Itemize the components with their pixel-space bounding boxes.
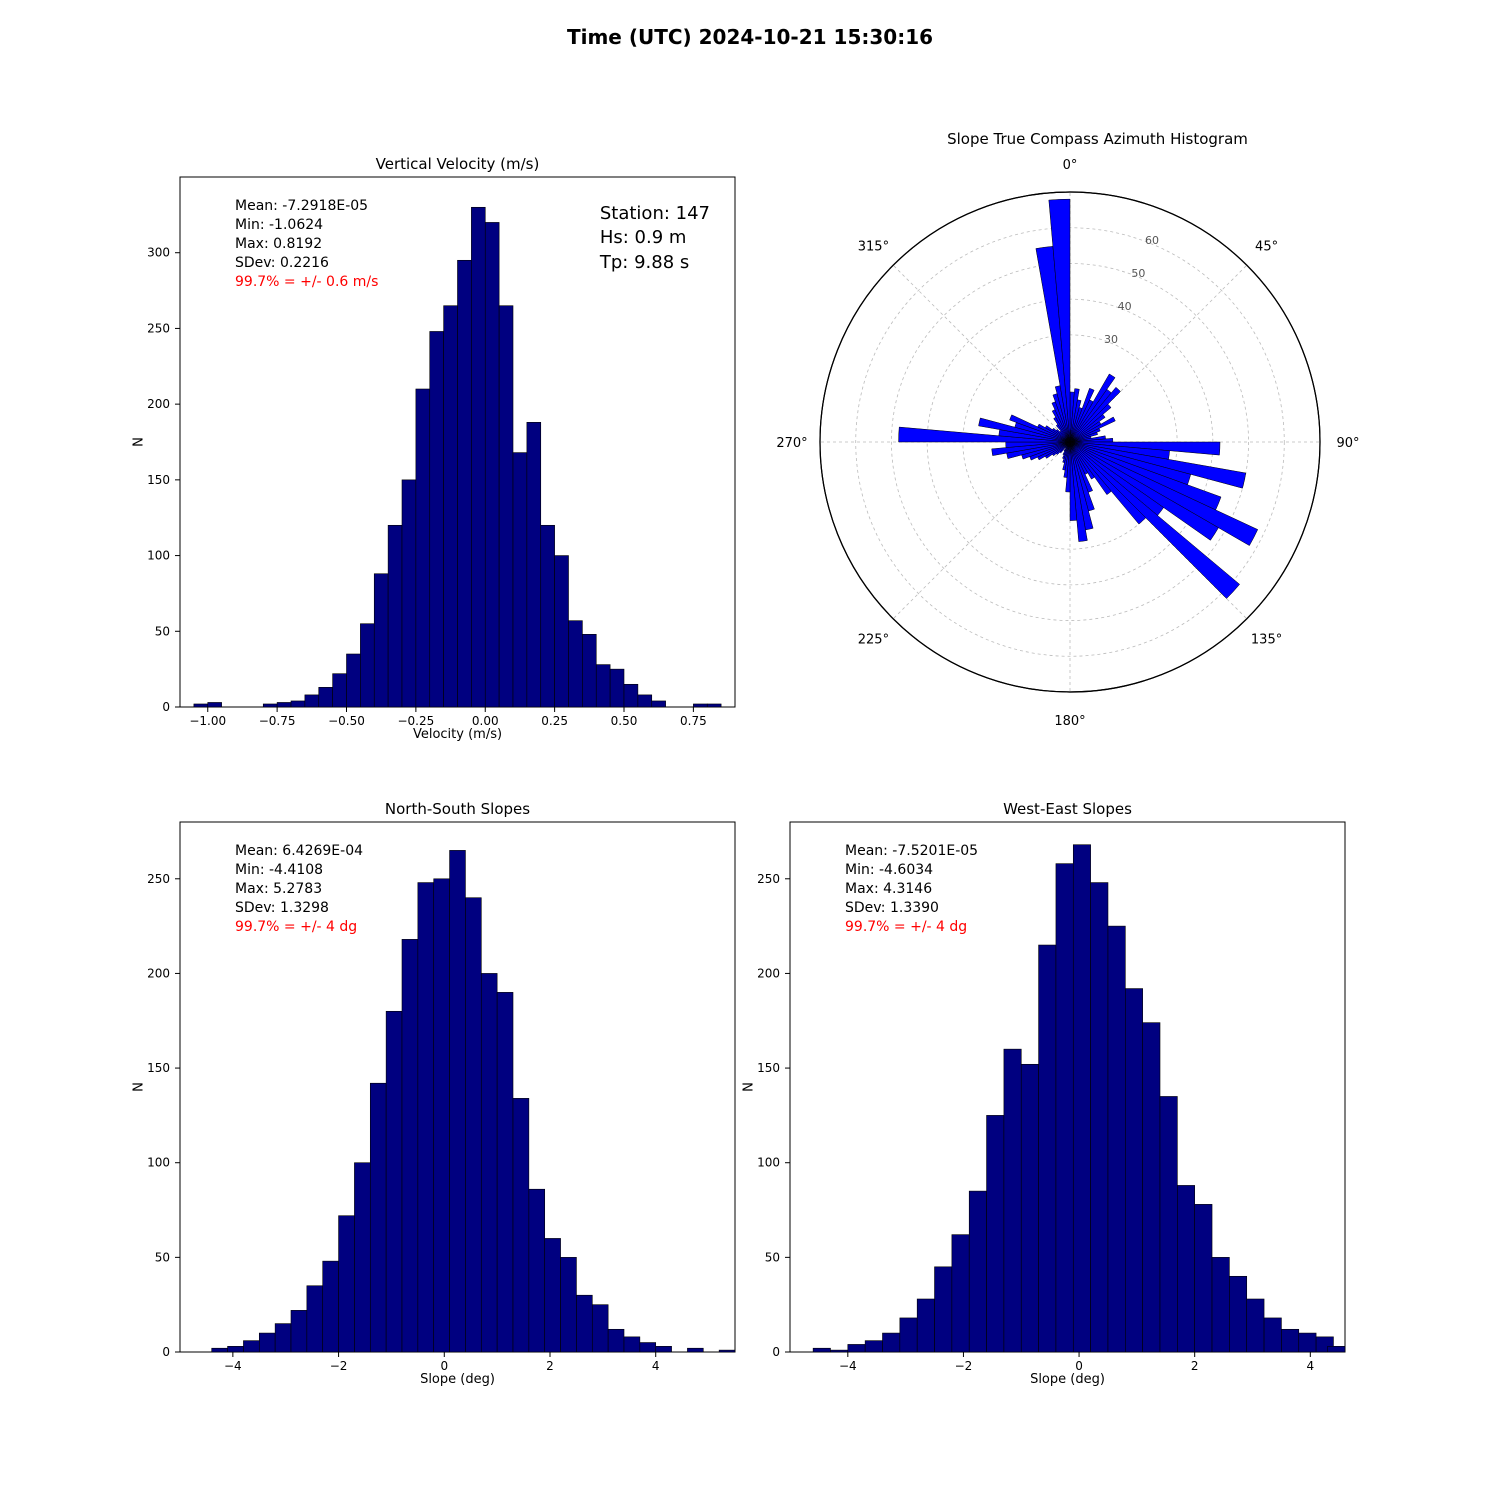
panel-we-slopes: West-East Slopes −4−2024050100150200250 … xyxy=(790,800,1345,1387)
svg-text:150: 150 xyxy=(147,473,170,487)
panel-vertical-velocity: Vertical Velocity (m/s) −1.00 −0.75 −0.50 −… xyxy=(180,155,735,742)
svg-text:200: 200 xyxy=(147,966,170,980)
figure-suptitle: Time (UTC) 2024-10-21 15:30:16 xyxy=(0,25,1500,49)
svg-text:50: 50 xyxy=(1131,267,1145,280)
svg-text:180°: 180° xyxy=(1054,714,1085,729)
x-axis-label: Slope (deg) xyxy=(180,1372,735,1387)
x-axis-label: Slope (deg) xyxy=(790,1372,1345,1387)
figure: Time (UTC) 2024-10-21 15:30:16 Vertical … xyxy=(0,0,1500,1500)
svg-text:0: 0 xyxy=(162,700,170,714)
panel-ns-slopes: North-South Slopes −4−202405010015020025… xyxy=(180,800,735,1387)
svg-text:250: 250 xyxy=(147,321,170,335)
stat-max: Max: 0.8192 xyxy=(235,236,322,252)
polar-histogram: 304050600°45°90°135°180°225°270°315° xyxy=(790,152,1410,742)
svg-text:0°: 0° xyxy=(1063,158,1078,173)
panel-title: North-South Slopes xyxy=(180,800,735,818)
svg-text:100: 100 xyxy=(757,1156,780,1170)
stat-max: Max: 4.3146 xyxy=(845,881,932,897)
svg-text:0.00: 0.00 xyxy=(472,714,499,728)
stat-sdev: SDev: 1.3298 xyxy=(235,900,329,916)
svg-text:2: 2 xyxy=(546,1359,554,1373)
svg-text:0: 0 xyxy=(1075,1359,1083,1373)
svg-text:200: 200 xyxy=(147,397,170,411)
svg-text:45°: 45° xyxy=(1255,239,1278,254)
stat-mean: Mean: -7.5201E-05 xyxy=(845,843,978,859)
panel-polar-azimuth: Slope True Compass Azimuth Histogram 30 4… xyxy=(790,130,1405,742)
svg-text:−0.25: −0.25 xyxy=(397,714,434,728)
svg-text:300: 300 xyxy=(147,246,170,260)
panel-title: West-East Slopes xyxy=(790,800,1345,818)
stat-3sigma: 99.7% = +/- 4 dg xyxy=(235,919,357,935)
stat-min: Min: -4.6034 xyxy=(845,862,933,878)
stats-box-vv: Mean: -7.2918E-05 Min: -1.0624 Max: 0.81… xyxy=(235,197,378,291)
svg-text:−2: −2 xyxy=(330,1359,348,1373)
svg-text:100: 100 xyxy=(147,549,170,563)
svg-text:150: 150 xyxy=(757,1061,780,1075)
svg-text:225°: 225° xyxy=(858,633,889,648)
svg-text:−1.00: −1.00 xyxy=(189,714,226,728)
x-axis-label: Velocity (m/s) xyxy=(180,727,735,742)
stat-3sigma: 99.7% = +/- 4 dg xyxy=(845,919,967,935)
svg-text:−4: −4 xyxy=(839,1359,857,1373)
stat-mean: Mean: -7.2918E-05 xyxy=(235,198,368,214)
station-id: Station: 147 xyxy=(600,203,710,224)
stat-sdev: SDev: 1.3390 xyxy=(845,900,939,916)
svg-text:200: 200 xyxy=(757,966,780,980)
stat-min: Min: -4.4108 xyxy=(235,862,323,878)
svg-text:150: 150 xyxy=(147,1061,170,1075)
stat-max: Max: 5.2783 xyxy=(235,881,322,897)
svg-text:−2: −2 xyxy=(955,1359,973,1373)
svg-text:50: 50 xyxy=(155,624,170,638)
stat-min: Min: -1.0624 xyxy=(235,217,323,233)
svg-text:0.25: 0.25 xyxy=(541,714,568,728)
svg-text:0: 0 xyxy=(772,1345,780,1359)
station-box: Station: 147 Hs: 0.9 m Tp: 9.88 s xyxy=(600,202,710,275)
svg-text:0: 0 xyxy=(162,1345,170,1359)
station-tp: Tp: 9.88 s xyxy=(600,252,689,273)
svg-text:0.50: 0.50 xyxy=(611,714,638,728)
svg-text:90°: 90° xyxy=(1336,436,1359,451)
stat-sdev: SDev: 0.2216 xyxy=(235,255,329,271)
svg-text:60: 60 xyxy=(1145,234,1159,247)
panel-title: Vertical Velocity (m/s) xyxy=(180,155,735,173)
stat-mean: Mean: 6.4269E-04 xyxy=(235,843,363,859)
stat-3sigma: 99.7% = +/- 0.6 m/s xyxy=(235,274,378,290)
svg-text:315°: 315° xyxy=(858,239,889,254)
svg-text:4: 4 xyxy=(652,1359,660,1373)
svg-text:30: 30 xyxy=(1104,333,1118,346)
stats-box-ns: Mean: 6.4269E-04 Min: -4.4108 Max: 5.278… xyxy=(235,842,363,936)
svg-text:−4: −4 xyxy=(224,1359,242,1373)
svg-text:50: 50 xyxy=(155,1250,170,1264)
y-axis-label: N xyxy=(741,1082,756,1092)
panel-title: Slope True Compass Azimuth Histogram xyxy=(790,130,1405,148)
svg-text:0.75: 0.75 xyxy=(680,714,707,728)
stats-box-we: Mean: -7.5201E-05 Min: -4.6034 Max: 4.31… xyxy=(845,842,978,936)
svg-text:0: 0 xyxy=(440,1359,448,1373)
svg-text:250: 250 xyxy=(147,872,170,886)
svg-text:270°: 270° xyxy=(776,436,807,451)
y-axis-label: N xyxy=(131,1082,146,1092)
svg-text:250: 250 xyxy=(757,872,780,886)
y-axis-label: N xyxy=(131,437,146,447)
svg-text:−0.75: −0.75 xyxy=(259,714,296,728)
svg-text:135°: 135° xyxy=(1251,633,1282,648)
svg-text:4: 4 xyxy=(1306,1359,1314,1373)
svg-text:2: 2 xyxy=(1191,1359,1199,1373)
svg-text:50: 50 xyxy=(765,1250,780,1264)
svg-text:−0.50: −0.50 xyxy=(328,714,365,728)
svg-text:100: 100 xyxy=(147,1156,170,1170)
svg-text:40: 40 xyxy=(1118,300,1132,313)
station-hs: Hs: 0.9 m xyxy=(600,227,687,248)
